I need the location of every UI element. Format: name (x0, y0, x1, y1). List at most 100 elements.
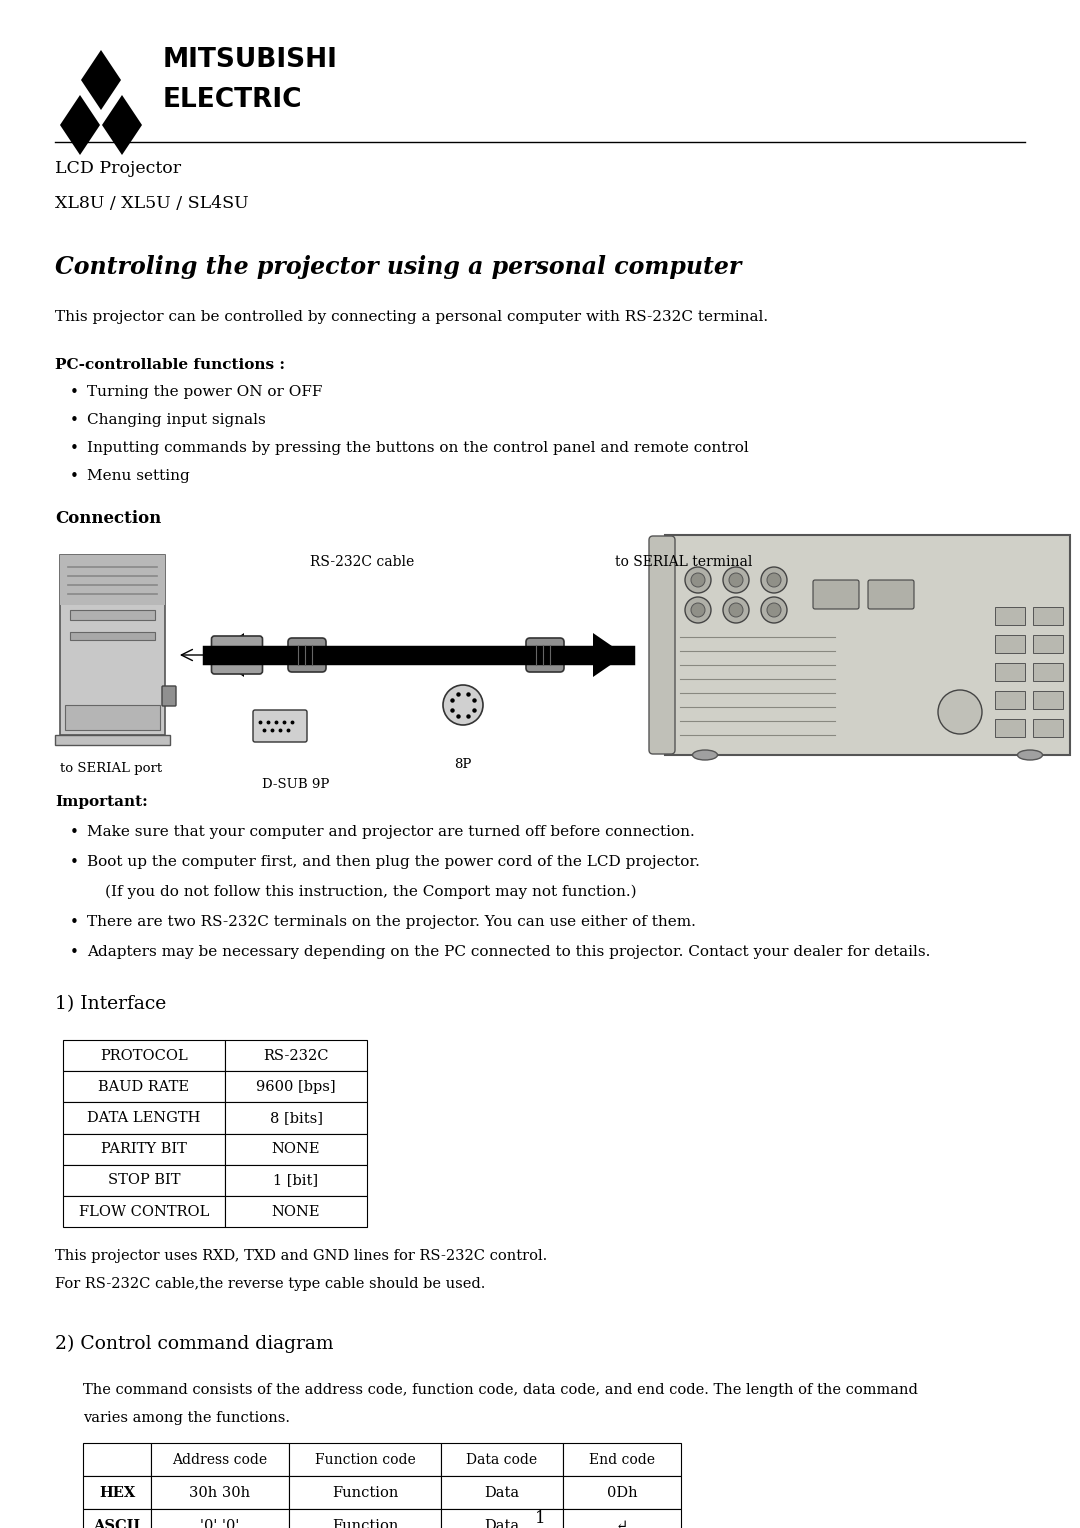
Bar (1032, 607, 1063, 625)
Text: End code: End code (589, 1453, 654, 1467)
Bar (225, 1164, 367, 1196)
Bar (995, 663, 1025, 681)
Text: MITSUBISHI: MITSUBISHI (163, 47, 338, 73)
Bar (55, 735, 170, 746)
Text: (If you do not follow this instruction, the Comport may not function.): (If you do not follow this instruction, … (105, 885, 636, 900)
Text: Data code: Data code (467, 1453, 538, 1467)
Text: ELECTRIC: ELECTRIC (163, 87, 302, 113)
Circle shape (723, 567, 750, 593)
Text: Data: Data (485, 1485, 519, 1499)
Text: 2) Control command diagram: 2) Control command diagram (55, 1335, 334, 1354)
Text: •: • (70, 825, 79, 840)
Bar (563, 1510, 681, 1528)
Polygon shape (60, 95, 100, 154)
Polygon shape (212, 633, 244, 677)
Bar (225, 1041, 367, 1071)
Text: NONE: NONE (272, 1204, 321, 1219)
Text: PROTOCOL: PROTOCOL (100, 1048, 188, 1062)
Bar (83, 1510, 151, 1528)
Text: •: • (70, 442, 79, 455)
FancyBboxPatch shape (868, 581, 914, 610)
Text: •: • (70, 413, 79, 428)
Bar (151, 1476, 289, 1510)
Bar (83, 1444, 151, 1476)
Bar (63, 1102, 225, 1134)
Bar (63, 1071, 225, 1102)
Text: Function code: Function code (314, 1453, 416, 1467)
Text: This projector uses RXD, TXD and GND lines for RS-232C control.: This projector uses RXD, TXD and GND lin… (55, 1250, 548, 1264)
Circle shape (939, 691, 982, 733)
Text: •: • (70, 469, 79, 484)
Text: Important:: Important: (55, 795, 148, 808)
FancyBboxPatch shape (649, 536, 675, 753)
Text: NONE: NONE (272, 1143, 321, 1157)
Bar (60, 555, 165, 605)
Text: 8 [bits]: 8 [bits] (270, 1111, 323, 1125)
Text: Inputting commands by pressing the buttons on the control panel and remote contr: Inputting commands by pressing the butto… (87, 442, 748, 455)
Text: Function: Function (332, 1519, 399, 1528)
Text: '0' '0': '0' '0' (200, 1519, 240, 1528)
Bar (63, 1134, 225, 1164)
Text: 0Dh: 0Dh (607, 1485, 637, 1499)
Bar (441, 1476, 563, 1510)
Text: •: • (70, 944, 79, 960)
Bar (70, 633, 156, 640)
Text: ASCII: ASCII (94, 1519, 140, 1528)
FancyBboxPatch shape (813, 581, 859, 610)
Text: Connection: Connection (55, 510, 161, 527)
Bar (60, 555, 165, 735)
FancyBboxPatch shape (288, 639, 326, 672)
Text: PC-controllable functions :: PC-controllable functions : (55, 358, 285, 371)
Bar (995, 607, 1025, 625)
Text: 9600 [bps]: 9600 [bps] (256, 1080, 336, 1094)
Text: 1 [bit]: 1 [bit] (273, 1174, 319, 1187)
Circle shape (761, 567, 787, 593)
Text: This projector can be controlled by connecting a personal computer with RS-232C : This projector can be controlled by conn… (55, 310, 768, 324)
Text: •: • (70, 915, 79, 931)
Circle shape (767, 604, 781, 617)
Bar (563, 1444, 681, 1476)
Text: HEX: HEX (99, 1485, 135, 1499)
Text: FLOW CONTROL: FLOW CONTROL (79, 1204, 210, 1219)
Bar (1032, 691, 1063, 709)
Text: XL8U / XL5U / SL4SU: XL8U / XL5U / SL4SU (55, 196, 248, 212)
Text: Adapters may be necessary depending on the PC connected to this projector. Conta: Adapters may be necessary depending on t… (87, 944, 930, 960)
Text: There are two RS-232C terminals on the projector. You can use either of them.: There are two RS-232C terminals on the p… (87, 915, 696, 929)
Bar (1032, 636, 1063, 652)
Bar (225, 1071, 367, 1102)
Polygon shape (81, 50, 121, 110)
Circle shape (761, 597, 787, 623)
Circle shape (729, 573, 743, 587)
Text: Function: Function (332, 1485, 399, 1499)
Bar (289, 1476, 441, 1510)
Circle shape (691, 573, 705, 587)
Bar (1032, 720, 1063, 736)
Circle shape (443, 685, 483, 724)
Bar (563, 1476, 681, 1510)
Circle shape (685, 597, 711, 623)
Bar (225, 1134, 367, 1164)
Text: 8P: 8P (454, 758, 471, 772)
Bar (63, 1164, 225, 1196)
Polygon shape (593, 633, 625, 677)
Text: RS-232C cable: RS-232C cable (310, 555, 415, 568)
Text: For RS-232C cable,the reverse type cable should be used.: For RS-232C cable,the reverse type cable… (55, 1277, 485, 1291)
FancyBboxPatch shape (526, 639, 564, 672)
Text: DATA LENGTH: DATA LENGTH (87, 1111, 201, 1125)
Text: BAUD RATE: BAUD RATE (98, 1080, 189, 1094)
Text: Menu setting: Menu setting (87, 469, 190, 483)
Text: to SERIAL port: to SERIAL port (60, 762, 162, 775)
Bar (83, 1476, 151, 1510)
Bar (225, 1102, 367, 1134)
Text: •: • (70, 856, 79, 869)
Bar (70, 610, 156, 620)
Bar (441, 1444, 563, 1476)
Text: Controling the projector using a personal computer: Controling the projector using a persona… (55, 255, 741, 280)
Text: 1) Interface: 1) Interface (55, 995, 166, 1013)
Bar (995, 636, 1025, 652)
Text: D-SUB 9P: D-SUB 9P (262, 778, 329, 792)
FancyBboxPatch shape (253, 711, 307, 743)
Bar (63, 1196, 225, 1227)
Bar (665, 535, 1070, 755)
Bar (151, 1444, 289, 1476)
